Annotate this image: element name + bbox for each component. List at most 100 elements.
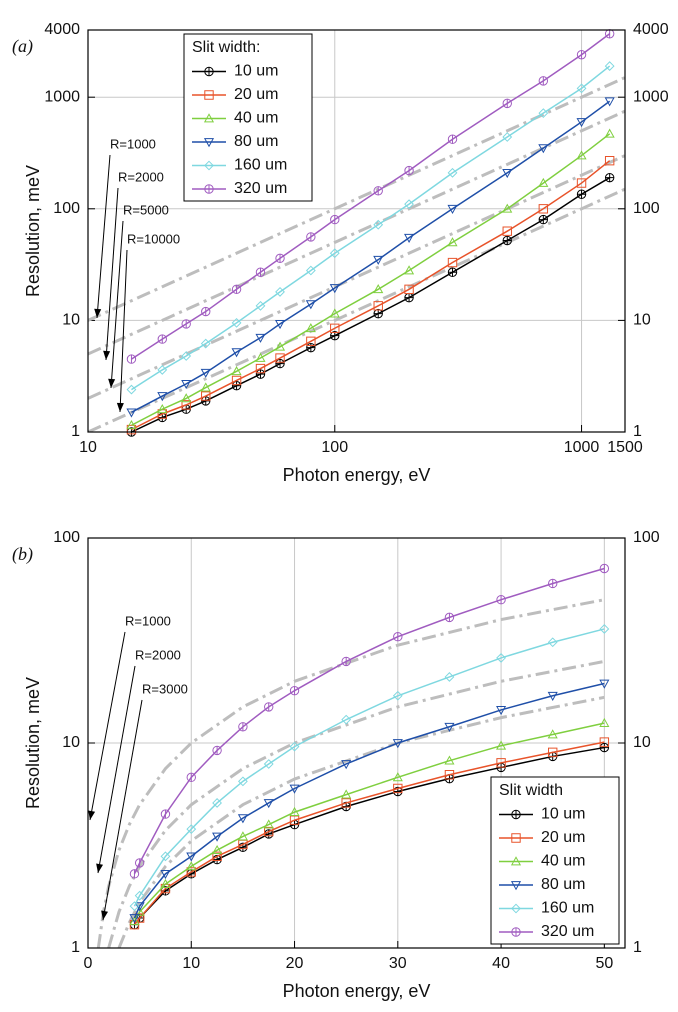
- data-point: [274, 341, 286, 351]
- data-point: [157, 403, 168, 414]
- reference-line: [88, 154, 625, 400]
- data-point: [212, 851, 222, 862]
- data-point: [231, 348, 242, 358]
- reference-label: R=10000: [127, 231, 180, 246]
- series-line: [131, 33, 611, 360]
- x-tick-label: 40: [492, 955, 510, 972]
- data-point: [576, 50, 587, 60]
- data-point: [126, 354, 137, 364]
- data-point: [126, 408, 137, 418]
- data-point: [186, 824, 197, 835]
- data-point: [599, 737, 610, 747]
- y2-tick-label: 1: [633, 423, 642, 440]
- legend-label: 80 um: [541, 876, 585, 893]
- data-point: [255, 300, 266, 311]
- data-point: [181, 351, 192, 361]
- data-point: [547, 637, 558, 648]
- data-point: [373, 219, 384, 230]
- data-point: [502, 98, 512, 109]
- data-point: [496, 758, 506, 768]
- data-point: [404, 165, 414, 176]
- data-point: [604, 172, 615, 183]
- data-point: [444, 770, 455, 780]
- data-point: [599, 717, 610, 727]
- data-point: [200, 382, 211, 392]
- data-point: [604, 29, 615, 39]
- data-point: [444, 722, 455, 732]
- reference-label: R=3000: [142, 681, 188, 696]
- data-point: [599, 742, 610, 753]
- plot-frame: [87, 537, 626, 949]
- y2-tick-label: 1: [633, 939, 642, 956]
- data-point: [604, 97, 615, 107]
- data-point: [157, 409, 167, 419]
- data-point: [447, 204, 458, 215]
- data-point: [238, 722, 248, 732]
- data-point: [255, 333, 266, 343]
- legend-marker: [204, 160, 214, 171]
- data-point: [129, 869, 140, 879]
- data-point: [538, 76, 549, 86]
- arrow-head: [94, 308, 102, 318]
- data-point: [275, 358, 285, 369]
- legend-label: 160 um: [234, 157, 287, 174]
- data-point: [547, 729, 558, 739]
- data-point: [373, 284, 384, 294]
- data-point: [392, 772, 403, 782]
- legend-label: 10 um: [541, 806, 585, 823]
- legend-marker: [203, 113, 215, 123]
- data-point: [134, 902, 145, 912]
- data-point: [237, 776, 248, 787]
- data-point: [255, 363, 266, 374]
- data-point: [160, 883, 171, 894]
- data-point: [444, 755, 455, 765]
- arrow-shaft: [102, 699, 143, 921]
- y-tick-label: 1: [71, 423, 80, 440]
- legend-title: Slit width:: [192, 39, 260, 56]
- data-point: [329, 284, 340, 294]
- data-point: [306, 342, 316, 353]
- data-point: [373, 308, 383, 319]
- data-point: [329, 248, 340, 259]
- data-point: [341, 656, 351, 667]
- reference-label: R=2000: [135, 647, 181, 662]
- data-point: [264, 702, 274, 712]
- data-point: [576, 150, 587, 160]
- data-point: [341, 789, 352, 799]
- arrow-shaft: [105, 187, 119, 361]
- data-point: [181, 319, 191, 329]
- data-point: [444, 612, 455, 623]
- data-point: [305, 300, 316, 310]
- data-point: [201, 391, 211, 401]
- data-point: [255, 267, 266, 277]
- plot-frame: [87, 29, 626, 433]
- reference-label: R=1000: [110, 136, 156, 151]
- y2-tick-label: 1000: [633, 88, 669, 105]
- data-point: [186, 861, 197, 871]
- data-point: [201, 306, 211, 317]
- arrow-head: [116, 402, 124, 412]
- data-point: [447, 134, 458, 144]
- x-tick-label: 30: [389, 955, 407, 972]
- y-tick-label: 1000: [44, 88, 80, 105]
- data-point: [212, 844, 223, 855]
- data-point: [447, 167, 458, 178]
- data-point: [181, 400, 191, 410]
- legend-marker: [510, 881, 522, 891]
- x-axis-label: Photon energy, eV: [283, 465, 431, 485]
- y2-tick-label: 10: [633, 734, 651, 751]
- legend-label: 160 um: [541, 900, 594, 917]
- x-tick-label: 1500: [607, 439, 643, 456]
- data-point: [576, 189, 587, 199]
- reference-label: R=1000: [125, 613, 171, 628]
- legend-label: 40 um: [234, 110, 278, 127]
- legend-label: 40 um: [541, 853, 585, 870]
- y-tick-label: 4000: [44, 21, 80, 38]
- data-point: [538, 144, 549, 154]
- data-point: [129, 916, 140, 926]
- data-point: [134, 858, 145, 868]
- data-point: [329, 308, 340, 318]
- data-point: [496, 595, 506, 605]
- data-point: [160, 878, 171, 888]
- data-point: [538, 204, 549, 214]
